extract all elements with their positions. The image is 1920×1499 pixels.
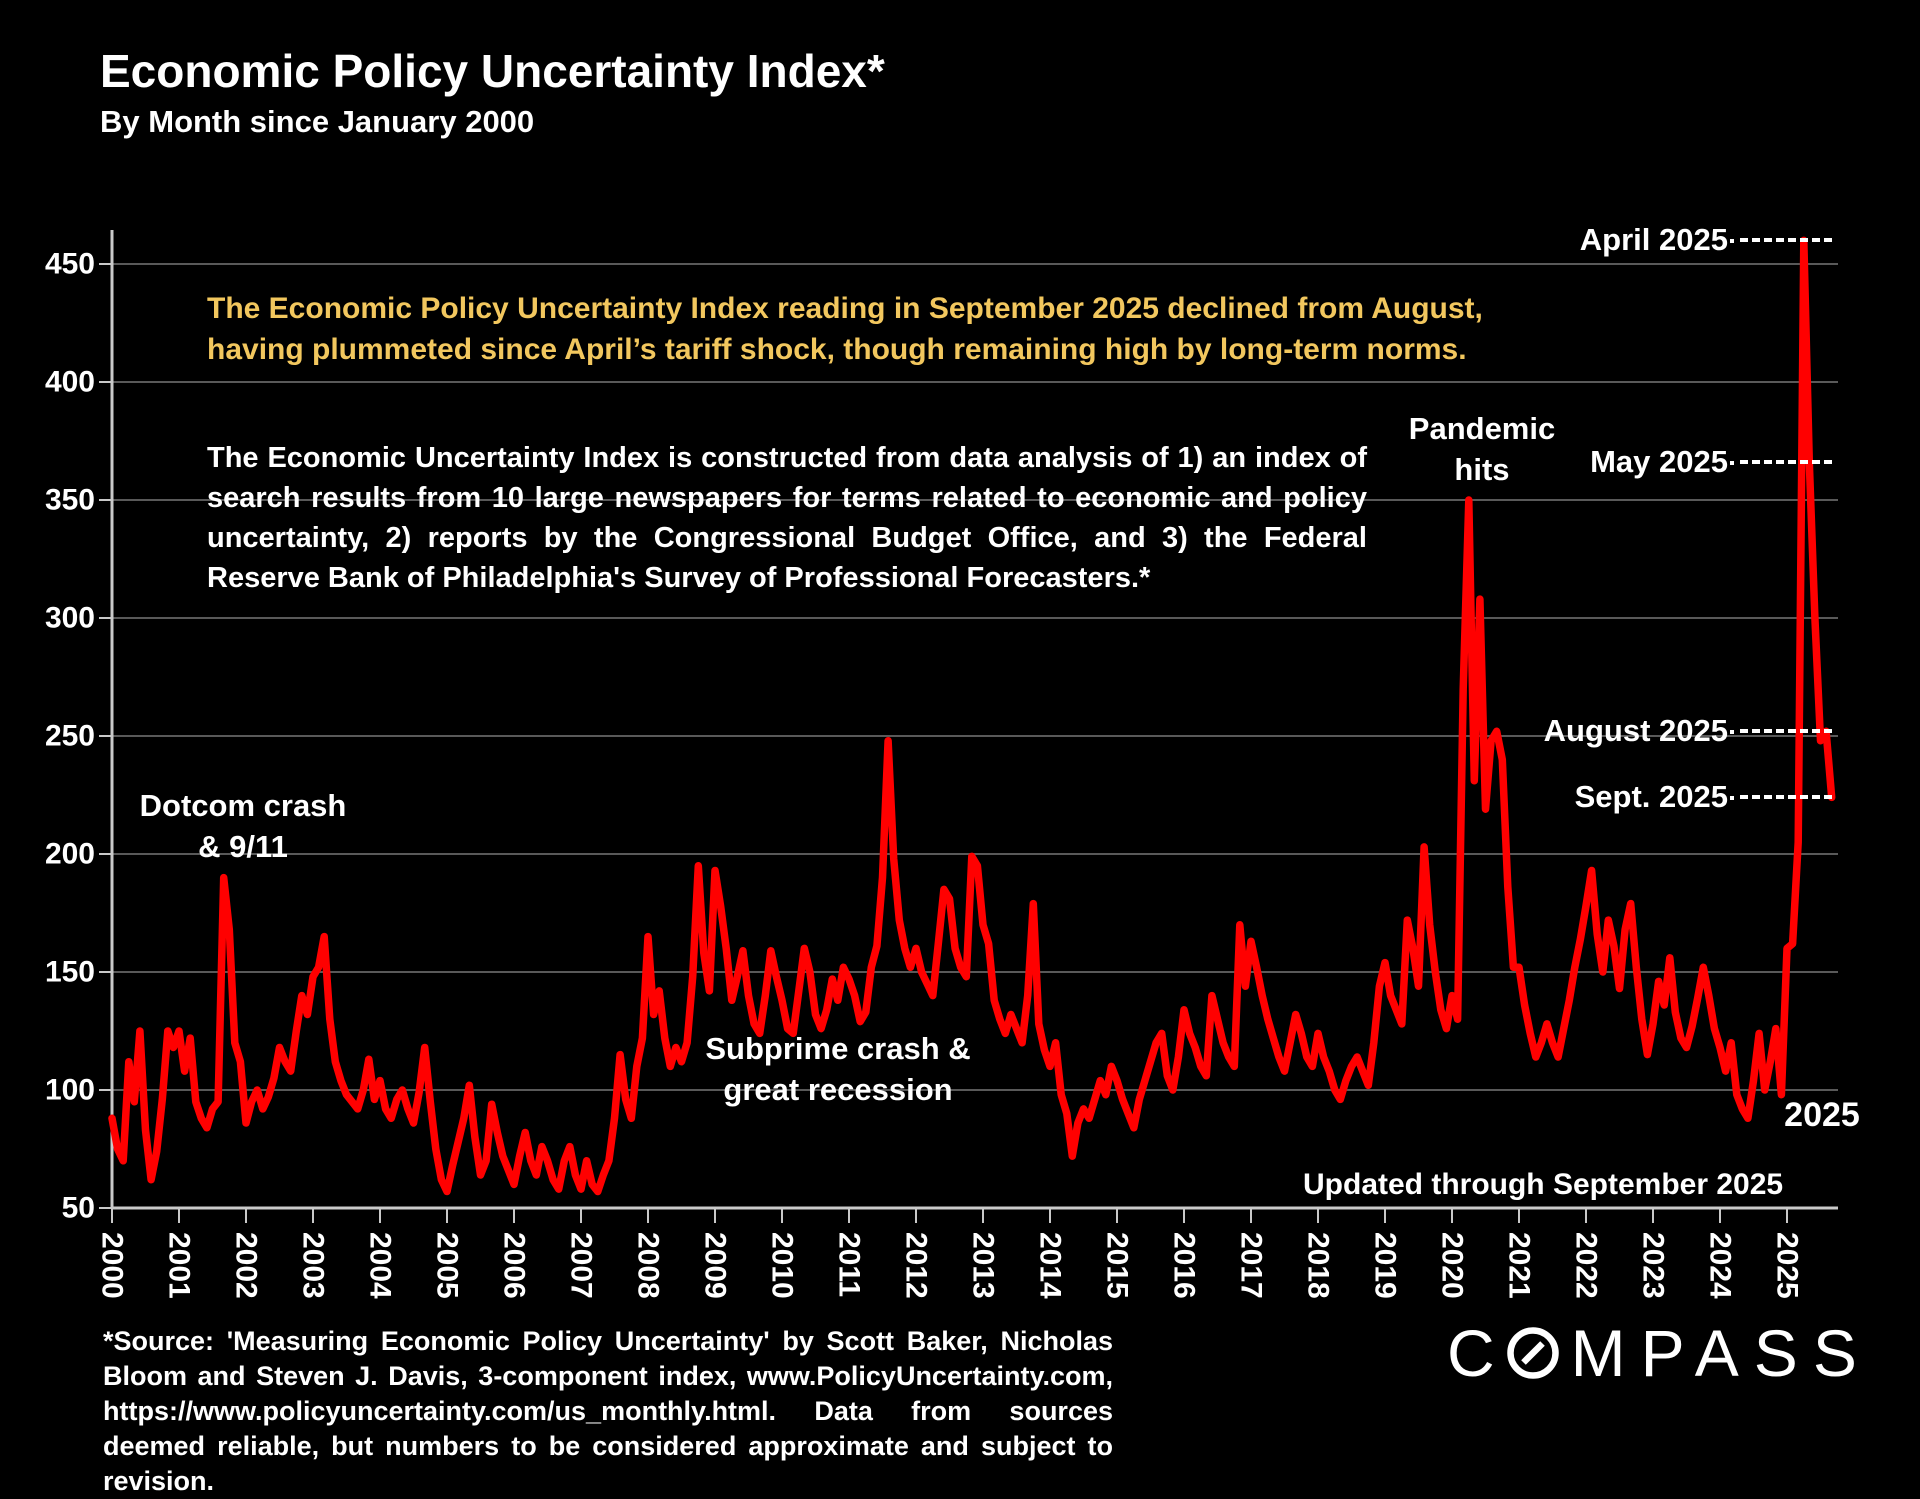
x-axis-label: 2005 [431, 1232, 464, 1299]
annotation-pandemic-hits: Pandemic hits [1409, 408, 1555, 490]
y-axis-label: 450 [45, 248, 95, 281]
x-axis-label: 2017 [1235, 1232, 1268, 1299]
annotation-dotcom-crash: Dotcom crash & 9/11 [140, 785, 347, 867]
annotation-subprime-line2: great recession [723, 1072, 953, 1107]
x-axis-label: 2006 [498, 1232, 531, 1299]
x-axis-label: 2000 [96, 1232, 129, 1299]
x-axis-label: 2019 [1369, 1232, 1402, 1299]
callout-sept-2025-label: Sept. 2025 [1574, 779, 1728, 815]
dashed-pointer-icon [1730, 729, 1832, 735]
y-axis-label: 400 [45, 366, 95, 399]
x-axis-label: 2022 [1570, 1232, 1603, 1299]
annotation-dotcom-line2: & 9/11 [198, 829, 288, 864]
x-axis-label: 2018 [1302, 1232, 1335, 1299]
x-axis-label: 2009 [699, 1232, 732, 1299]
compass-needle-o-icon [1506, 1327, 1559, 1379]
callout-may-2025: May 2025 [1590, 441, 1832, 483]
x-axis-label: 2014 [1034, 1232, 1067, 1299]
callout-august-2025-label: August 2025 [1543, 713, 1728, 749]
x-axis-label: 2025 [1771, 1232, 1804, 1299]
slide: { "page": { "title": "Economic Policy Un… [44, 45, 1872, 1496]
x-axis-label: 2020 [1436, 1232, 1469, 1299]
callout-april-2025: April 2025 [1580, 219, 1832, 261]
callout-april-2025-label: April 2025 [1579, 222, 1728, 258]
source-footnote: *Source: 'Measuring Economic Policy Unce… [103, 1326, 1113, 1496]
y-axis-label: 350 [45, 484, 95, 517]
x-axis-label: 2002 [230, 1232, 263, 1299]
x-axis-label: 2023 [1637, 1232, 1670, 1299]
y-axis-label: 250 [45, 720, 95, 753]
x-axis-label: 2021 [1503, 1232, 1536, 1299]
dashed-pointer-icon [1730, 238, 1832, 244]
highlight-line-2: having plummeted since April’s tariff sh… [207, 333, 1467, 366]
callout-august-2025: August 2025 [1544, 710, 1832, 752]
x-axis-label: 2011 [833, 1232, 866, 1297]
x-axis-label: 2016 [1168, 1232, 1201, 1299]
y-axis-label: 200 [45, 838, 95, 871]
callout-may-2025-label: May 2025 [1590, 444, 1728, 480]
highlight-text: The Economic Policy Uncertainty Index re… [207, 288, 1483, 370]
x-axis-label: 2004 [364, 1232, 397, 1299]
x-axis-label: 2001 [163, 1232, 196, 1299]
x-axis-label: 2003 [297, 1232, 330, 1299]
compass-logo: C MPASS [1447, 1320, 1872, 1386]
updated-through-note: Updated through September 2025 [1303, 1168, 1784, 1201]
callout-sept-2025: Sept. 2025 [1575, 776, 1832, 818]
annotation-pandemic-line1: Pandemic [1408, 411, 1556, 446]
y-axis-label: 50 [62, 1192, 95, 1225]
annotation-dotcom-line1: Dotcom crash [139, 788, 347, 823]
y-axis-label: 300 [45, 602, 95, 635]
index-description: The Economic Uncertainty Index is constr… [207, 442, 1367, 594]
annotation-subprime-crash: Subprime crash & great recession [705, 1028, 970, 1110]
y-axis-label: 100 [45, 1074, 95, 1107]
annotation-pandemic-line2: hits [1454, 452, 1510, 487]
x-axis-label: 2010 [766, 1232, 799, 1299]
compass-logo-letter-c: C [1447, 1316, 1495, 1390]
epu-index-line [108, 236, 1836, 1196]
dashed-pointer-icon [1730, 795, 1832, 801]
compass-logo-letters: MPASS [1570, 1316, 1872, 1390]
x-axis-label: 2024 [1704, 1232, 1737, 1299]
series-end-year-label: 2025 [1784, 1096, 1860, 1134]
highlight-line-1: The Economic Policy Uncertainty Index re… [207, 292, 1483, 325]
dashed-pointer-icon [1730, 460, 1832, 466]
y-axis-label: 150 [45, 956, 95, 989]
page-subtitle: By Month since January 2000 [100, 104, 535, 139]
x-axis-label: 2013 [967, 1232, 1000, 1299]
x-axis-label: 2008 [632, 1232, 665, 1299]
x-axis-label: 2012 [900, 1232, 933, 1299]
page-title: Economic Policy Uncertainty Index* [100, 45, 885, 97]
epu-line-chart: 50 100 150 200 250 300 350 400 450 2000 2001 2002 20… [45, 230, 1838, 1299]
x-axis-label: 2015 [1101, 1232, 1134, 1299]
annotation-subprime-line1: Subprime crash & [705, 1031, 971, 1066]
x-axis-label: 2007 [565, 1232, 598, 1299]
